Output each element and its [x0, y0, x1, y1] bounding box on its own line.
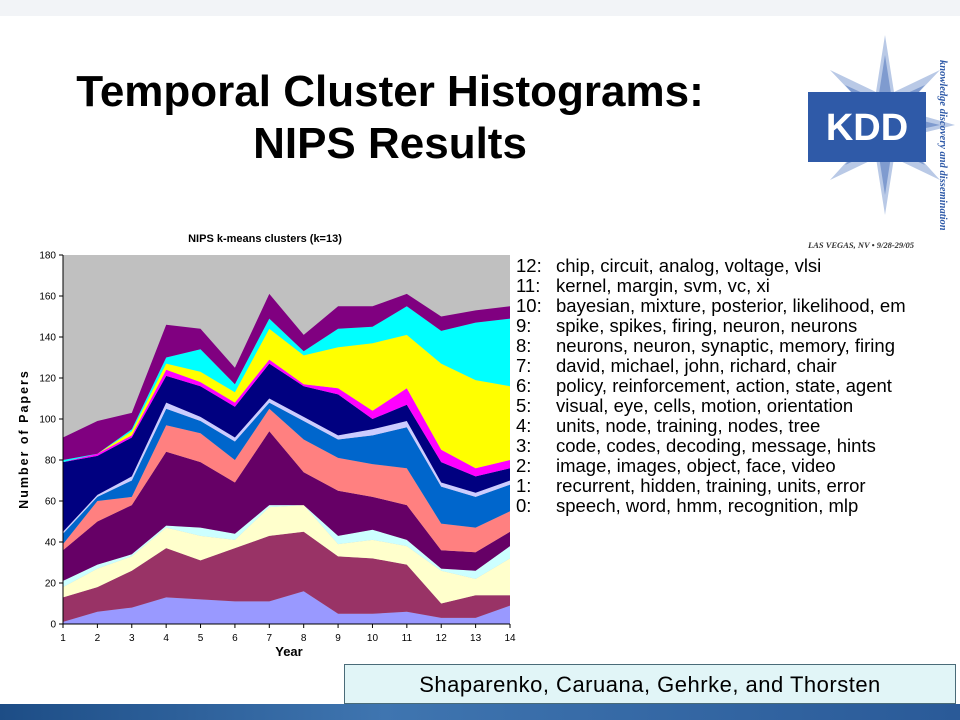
- x-tick-label: 10: [367, 633, 379, 644]
- legend-text: units, node, training, nodes, tree: [556, 415, 821, 436]
- footer-bar: [0, 704, 960, 720]
- x-tick-label: 9: [335, 633, 341, 644]
- x-tick-label: 5: [198, 633, 204, 644]
- x-tick-label: 1: [60, 633, 66, 644]
- series-area-0: [63, 591, 510, 624]
- legend-key: 8:: [516, 335, 532, 356]
- series-area-1: [63, 531, 510, 622]
- legend-text: code, codes, decoding, message, hints: [556, 435, 876, 456]
- series-area-9: [63, 359, 510, 477]
- legend-key: 12:: [516, 255, 542, 276]
- logo-box: [808, 92, 926, 162]
- legend-key: 1:: [516, 475, 532, 496]
- x-tick-label: 2: [95, 633, 101, 644]
- series-area-12: [63, 293, 510, 460]
- legend-item: 9: spike, spikes, firing, neuron, neurons: [516, 316, 956, 336]
- slide-title-line2: NIPS Results: [253, 119, 527, 168]
- y-tick-label: 0: [50, 620, 56, 631]
- legend-key: 2:: [516, 455, 532, 476]
- legend-key: 10:: [516, 295, 542, 316]
- top-bar: [0, 0, 960, 16]
- y-tick-label: 60: [45, 497, 57, 508]
- series-area-8: [63, 363, 510, 532]
- y-tick-label: 180: [39, 251, 56, 262]
- x-tick-label: 4: [163, 633, 169, 644]
- legend-key: 6:: [516, 375, 532, 396]
- legend-text: bayesian, mixture, posterior, likelihood…: [556, 295, 906, 316]
- legend-text: visual, eye, cells, motion, orientation: [556, 395, 854, 416]
- y-tick-label: 120: [39, 374, 56, 385]
- legend-item: 1: recurrent, hidden, training, units, er…: [516, 476, 956, 496]
- legend-item: 11: kernel, margin, svm, vc, xi: [516, 276, 956, 296]
- legend-item: 0: speech, word, hmm, recognition, mlp: [516, 496, 956, 516]
- logo-text: KDD: [826, 107, 908, 149]
- legend-text: speech, word, hmm, recognition, mlp: [556, 495, 859, 516]
- credit-box: Shaparenko, Caruana, Gehrke, and Thorste…: [344, 664, 956, 704]
- legend-text: kernel, margin, svm, vc, xi: [556, 275, 770, 296]
- series-area-10: [63, 328, 510, 469]
- y-axis-title: Number of Papers: [17, 369, 31, 509]
- y-tick-label: 40: [45, 538, 57, 549]
- x-tick-label: 8: [301, 633, 307, 644]
- y-tick-label: 20: [45, 579, 57, 590]
- series-area-2: [63, 505, 510, 604]
- slide-title-line1: Temporal Cluster Histograms:: [76, 67, 704, 116]
- y-tick-label: 100: [39, 415, 56, 426]
- x-tick-label: 13: [470, 633, 482, 644]
- x-tick-label: 6: [232, 633, 238, 644]
- chart-area: NIPS k-means clusters (k=13) 0 20 40 60 80 10…: [10, 225, 520, 665]
- credit-text: Shaparenko, Caruana, Gehrke, and Thorste…: [419, 672, 881, 697]
- legend-text: recurrent, hidden, training, units, erro…: [556, 475, 866, 496]
- legend-text: david, michael, john, richard, chair: [556, 355, 837, 376]
- logo-tagline: knowledge discovery and dissemination: [937, 60, 948, 231]
- series-area-5: [63, 408, 510, 553]
- legend-text: policy, reinforcement, action, state, ag…: [556, 375, 892, 396]
- legend-key: 4:: [516, 415, 532, 436]
- y-tick-label: 160: [39, 292, 56, 303]
- y-tick-label: 140: [39, 333, 56, 344]
- legend-key: 7:: [516, 355, 532, 376]
- legend-item: 3: code, codes, decoding, message, hints: [516, 436, 956, 456]
- legend: 12: chip, circuit, analog, voltage, vlsi 1…: [516, 256, 956, 516]
- legend-item: 2: image, images, object, face, video: [516, 456, 956, 476]
- legend-key: 11:: [516, 275, 541, 296]
- x-axis-title: Year: [275, 644, 302, 659]
- legend-key: 0:: [516, 495, 532, 516]
- legend-text: chip, circuit, analog, voltage, vlsi: [556, 255, 822, 276]
- legend-key: 9:: [516, 315, 532, 336]
- legend-text: neurons, neuron, synaptic, memory, firin…: [556, 335, 895, 356]
- legend-item: 5: visual, eye, cells, motion, orientatio…: [516, 396, 956, 416]
- series-area-6: [63, 402, 510, 545]
- y-tick-label: 80: [45, 456, 57, 467]
- kdd-logo: KDD knowledge discovery and disseminatio…: [807, 35, 955, 250]
- legend-item: 10: bayesian, mixture, posterior, likelih…: [516, 296, 956, 316]
- x-tick-label: 12: [436, 633, 448, 644]
- x-tick-label: 7: [267, 633, 273, 644]
- series-area-4: [63, 431, 510, 581]
- chart-title: NIPS k-means clusters (k=13): [188, 233, 342, 245]
- legend-key: 3:: [516, 435, 532, 456]
- legend-item: 12: chip, circuit, analog, voltage, vlsi: [516, 256, 956, 276]
- legend-key: 5:: [516, 395, 532, 416]
- slide-title: Temporal Cluster Histograms: NIPS Result…: [0, 66, 780, 170]
- legend-text: spike, spikes, firing, neuron, neurons: [556, 315, 858, 336]
- x-tick-label: 11: [402, 633, 413, 644]
- legend-text: image, images, object, face, video: [556, 455, 836, 476]
- x-tick-label: 14: [504, 633, 516, 644]
- legend-item: 8: neurons, neuron, synaptic, memory, fir…: [516, 336, 956, 356]
- legend-item: 6: policy, reinforcement, action, state, …: [516, 376, 956, 396]
- series-area-11: [63, 306, 510, 463]
- x-tick-label: 3: [129, 633, 135, 644]
- legend-item: 4: units, node, training, nodes, tree: [516, 416, 956, 436]
- legend-item: 7: david, michael, john, richard, chair: [516, 356, 956, 376]
- logo-location: LAS VEGAS, NV • 9/28-29/05: [807, 240, 915, 250]
